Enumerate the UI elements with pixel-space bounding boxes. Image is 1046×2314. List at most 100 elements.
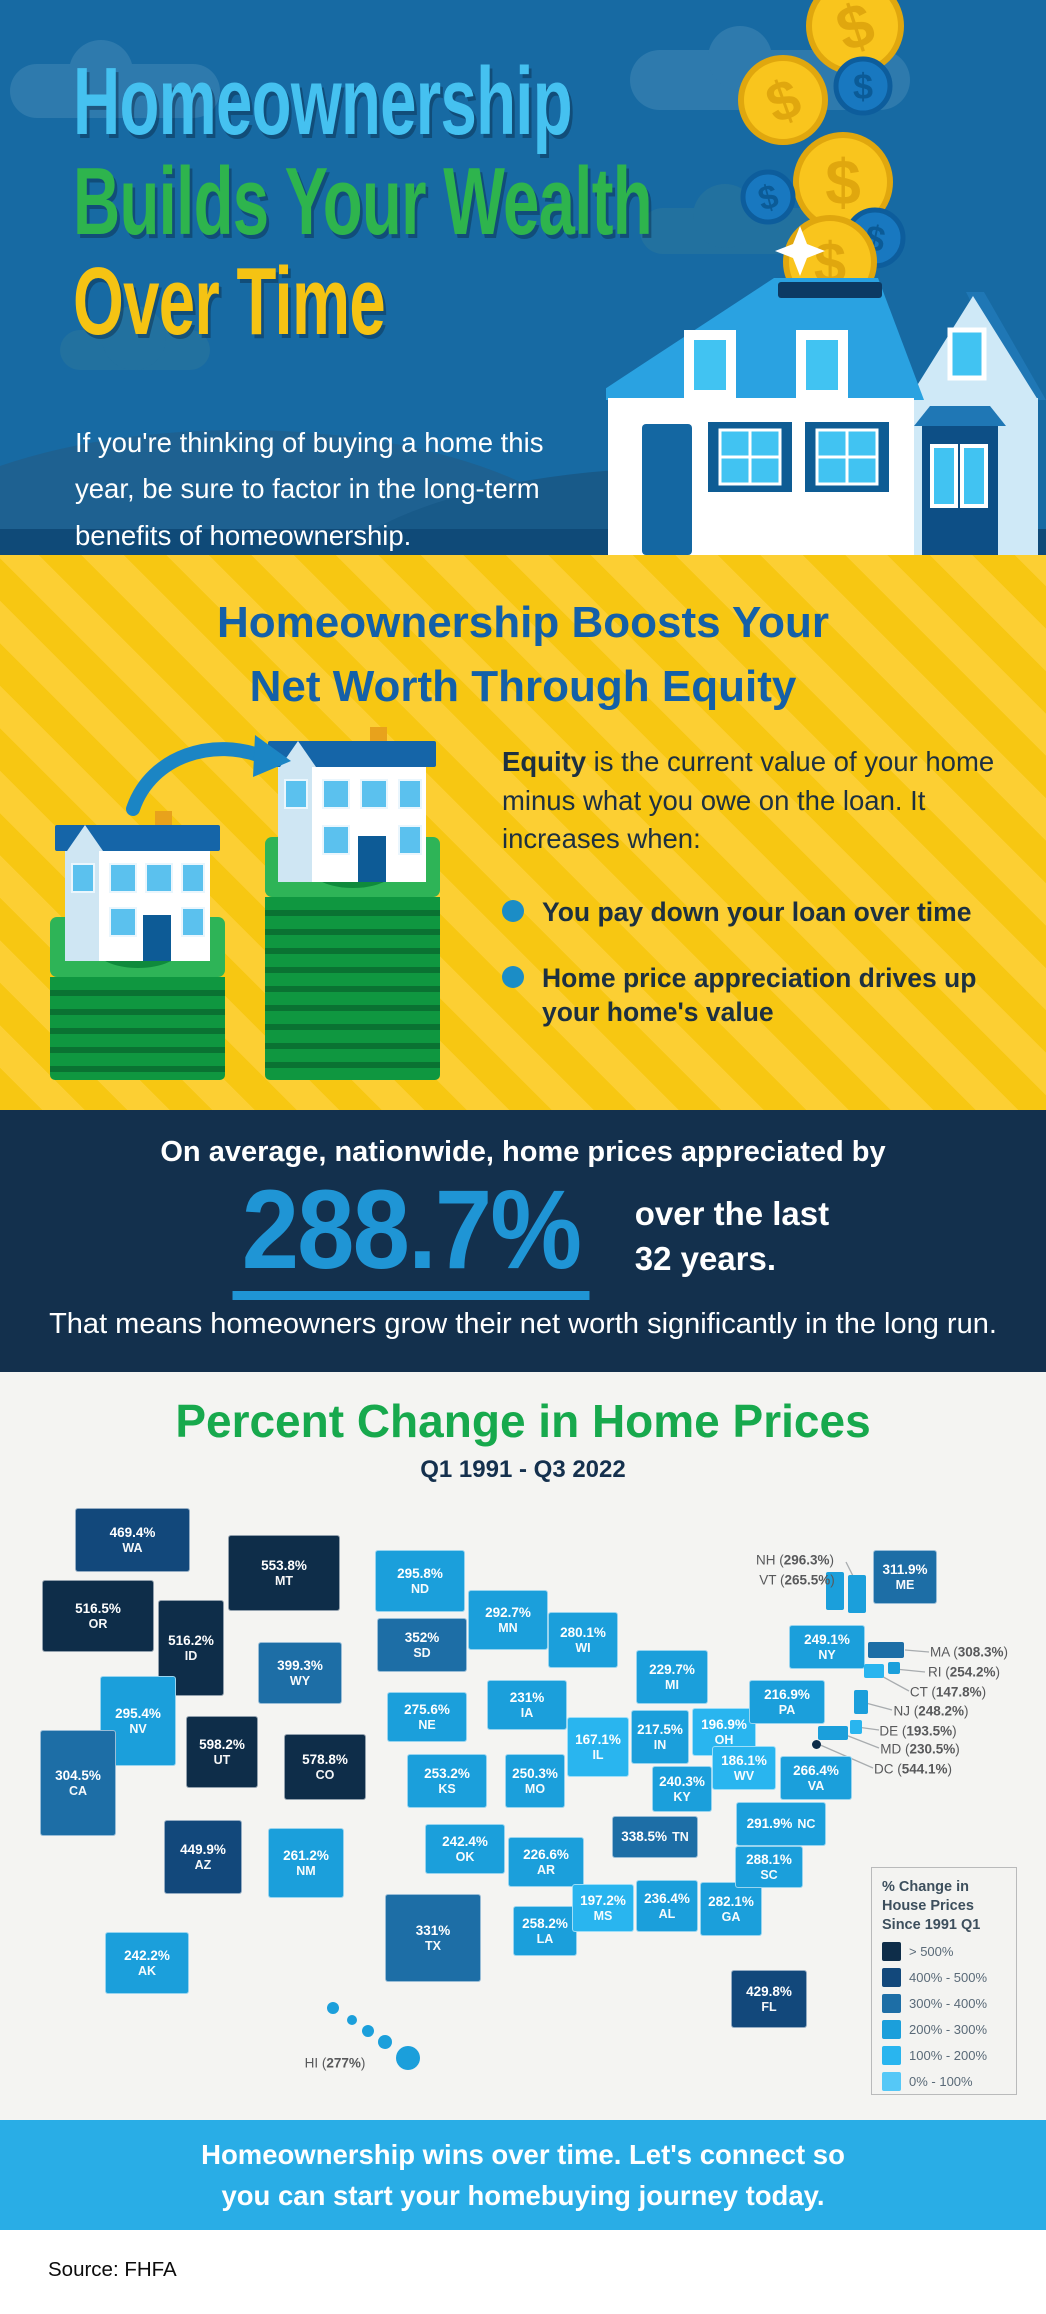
window: [71, 863, 95, 893]
state-value: 296.3%: [783, 1552, 830, 1568]
state-ID: 516.2% ID: [158, 1600, 224, 1696]
island-HI: [378, 2035, 392, 2049]
state-value: 249.1%: [804, 1631, 850, 1647]
state-value: 295.8%: [397, 1565, 443, 1581]
gable: [67, 825, 103, 851]
state-OR: 516.5% OR: [42, 1580, 154, 1652]
state-value: 229.7%: [649, 1661, 695, 1677]
coin-icon: $: [738, 55, 828, 145]
state-abbr: SC: [760, 1867, 778, 1882]
state-WY: 399.3% WY: [258, 1642, 342, 1704]
state-abbr: TN: [672, 1829, 689, 1844]
state-value: 598.2%: [199, 1736, 245, 1752]
window: [181, 863, 205, 893]
state-NV: 295.4% NV: [100, 1676, 176, 1766]
title-line-2: Builds Your Wealth: [73, 147, 653, 255]
state-abbr: NY: [818, 1647, 836, 1662]
state-value: 242.2%: [124, 1947, 170, 1963]
state-value: 277%: [326, 2055, 361, 2071]
legend-swatch: [882, 1967, 901, 1987]
state-AL: 236.4% AL: [636, 1880, 698, 1932]
state-IA: 231% IA: [487, 1680, 567, 1730]
state-value: 469.4%: [109, 1524, 156, 1540]
state-shape-VT: [826, 1572, 844, 1610]
state-abbr: ND: [410, 1581, 430, 1596]
legend-item-2: 300% - 400%: [882, 1993, 1008, 2013]
state-abbr: MI: [665, 1677, 679, 1692]
cloud-shape: [10, 40, 220, 118]
state-FL: 429.8% FL: [731, 1970, 807, 2028]
bullet-dot-icon: [502, 965, 524, 988]
callout-NJ: NJ (248.2%): [893, 1703, 969, 1719]
state-abbr: MN: [498, 1620, 518, 1635]
state-abbr: NM: [296, 1863, 316, 1878]
legend-item-4: 100% - 200%: [882, 2045, 1008, 2065]
state-abbr: TX: [425, 1938, 441, 1953]
large-house-icon: [268, 727, 436, 882]
cloud-shape: [60, 306, 210, 370]
state-abbr: MS: [593, 1908, 613, 1923]
equity-bullet-0: You pay down your loan over time: [502, 895, 1010, 929]
state-abbr: NC: [797, 1816, 816, 1831]
state-value: 291.9%: [746, 1816, 793, 1832]
state-value: 236.4%: [644, 1890, 690, 1906]
equity-title-line-1: Homeownership Boosts Your: [216, 598, 829, 647]
state-value: 167.1%: [575, 1731, 621, 1747]
state-value: 261.2%: [283, 1847, 329, 1863]
state-value: 449.9%: [180, 1841, 226, 1857]
map-subtitle: Q1 1991 - Q3 2022: [420, 1456, 626, 1483]
state-abbr: VA: [807, 1778, 825, 1793]
state-abbr: WI: [575, 1640, 591, 1655]
state-value: 240.3%: [659, 1773, 705, 1789]
state-shape-NH: [848, 1575, 866, 1613]
state-value: 331%: [415, 1922, 451, 1938]
callout-MD: MD (230.5%): [880, 1741, 960, 1757]
legend-label: 200% - 300%: [909, 2021, 988, 2037]
us-choropleth-map: % Change in House Prices Since 1991 Q1 >…: [0, 1480, 1046, 2110]
state-ND: 295.8% ND: [375, 1550, 465, 1612]
state-abbr: WY: [289, 1673, 311, 1688]
window: [398, 825, 422, 855]
legend-label: 300% - 400%: [909, 1995, 988, 2011]
legend-item-3: 200% - 300%: [882, 2019, 1008, 2039]
state-value: 250.3%: [512, 1765, 558, 1781]
bullet-text: Home price appreciation drives up your h…: [542, 962, 977, 1028]
legend-swatch: [882, 2019, 901, 2039]
title-line-1: Homeownership: [73, 48, 573, 155]
svg-text:$: $: [825, 146, 861, 218]
state-value: 399.3%: [277, 1657, 323, 1673]
stat-side-line-2: 32 years.: [634, 1239, 777, 1277]
island-HI: [327, 2002, 339, 2014]
svg-text:$: $: [853, 66, 873, 107]
state-value: 217.5%: [637, 1721, 683, 1737]
callout-VT: VT (265.5%): [759, 1572, 835, 1588]
state-MT: 553.8% MT: [228, 1535, 340, 1611]
state-NC: 291.9% NC: [736, 1802, 826, 1846]
money-wad: [265, 897, 440, 1080]
state-SD: 352% SD: [377, 1618, 467, 1672]
money-wad: [50, 977, 225, 1080]
state-abbr: CA: [68, 1783, 88, 1798]
state-KY: 240.3% KY: [652, 1766, 712, 1812]
state-TN: 338.5% TN: [612, 1816, 698, 1858]
state-value: 282.1%: [708, 1893, 754, 1909]
state-value: 516.2%: [168, 1632, 214, 1648]
state-value: 196.9%: [701, 1716, 747, 1732]
state-value: 186.1%: [721, 1752, 767, 1768]
cta-banner: Homeownership wins over time. Let's conn…: [0, 2120, 1046, 2230]
equity-intro: Equity is the current value of your home…: [502, 746, 994, 854]
state-value: 258.2%: [522, 1915, 568, 1931]
window: [360, 779, 388, 809]
state-WA: 469.4% WA: [75, 1508, 190, 1572]
growth-arrow-icon: [126, 735, 291, 816]
state-value: 242.4%: [442, 1833, 488, 1849]
state-abbr: IL: [592, 1747, 604, 1762]
legend-item-5: 0% - 100%: [882, 2071, 1008, 2091]
cta-line-2: you can start your homebuying journey to…: [221, 2180, 825, 2211]
callout-MA: MA (308.3%): [929, 1644, 1009, 1660]
equity-section: Homeownership Boosts Your Net Worth Thro…: [0, 555, 1046, 1110]
state-value: 516.5%: [75, 1600, 121, 1616]
state-LA: 258.2% LA: [513, 1906, 577, 1956]
state-value: 429.8%: [746, 1983, 792, 1999]
legend-swatch: [882, 1941, 901, 1961]
